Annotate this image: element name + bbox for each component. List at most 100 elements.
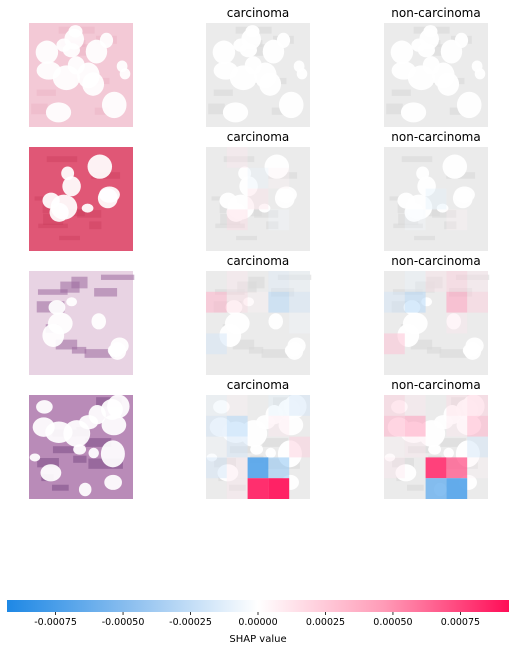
tissue-streak — [248, 346, 264, 354]
shap-cell — [425, 271, 447, 292]
shap-cell — [446, 415, 468, 437]
fat-cell — [274, 188, 295, 209]
shap-cell — [289, 271, 310, 292]
colorbar-tick-label: 0.00000 — [238, 617, 277, 628]
fat-cell — [276, 32, 291, 48]
fat-cell — [390, 40, 414, 64]
fat-cell — [209, 417, 232, 437]
shap-cell — [206, 415, 227, 437]
tissue-streak — [214, 458, 236, 468]
fat-cell — [78, 482, 92, 497]
fat-cell — [245, 25, 260, 38]
shap-cell — [268, 291, 290, 313]
fat-cell — [61, 166, 75, 181]
fat-cell — [259, 72, 282, 96]
tissue-streak — [391, 89, 411, 96]
tissue-streak — [55, 339, 78, 350]
tissue-streak — [386, 103, 403, 115]
fat-cell — [400, 102, 427, 123]
fat-cell — [465, 337, 484, 355]
fat-cell — [287, 337, 306, 355]
shap-cell — [446, 312, 468, 334]
fat-cell — [238, 166, 252, 181]
tissue-streak — [444, 221, 457, 230]
shap-cell — [247, 188, 269, 210]
shap-cell — [404, 209, 426, 231]
fat-cell — [119, 68, 131, 80]
fat-cell — [278, 91, 304, 119]
tissue-streak — [84, 349, 115, 358]
tissue-streak — [252, 44, 267, 56]
shap-panel-carcinoma-3 — [206, 271, 312, 375]
shap-cell — [268, 395, 290, 416]
fat-cell — [405, 194, 433, 220]
fat-cell — [45, 102, 72, 123]
shap-cell — [247, 478, 269, 499]
shap-panel-non-carcinoma-2 — [384, 147, 488, 251]
panel-title-non-carcinoma: non-carcinoma — [391, 378, 480, 392]
panel-title-carcinoma: carcinoma — [227, 130, 290, 144]
tissue-streak — [266, 221, 279, 230]
shap-cell — [384, 457, 405, 479]
shap-cell — [384, 415, 405, 437]
tissue-streak — [237, 281, 257, 293]
panel-title-carcinoma: carcinoma — [227, 254, 290, 268]
fat-cell — [443, 447, 454, 459]
tissue-streak — [52, 446, 75, 454]
shap-cell — [226, 415, 248, 437]
shap-cell — [467, 271, 488, 292]
tissue-streak — [71, 346, 87, 354]
shap-cell — [446, 291, 468, 313]
fat-cell — [73, 444, 87, 455]
shap-cell — [289, 312, 310, 334]
shap-cell — [268, 478, 290, 499]
fat-cell — [442, 154, 468, 179]
shap-cell — [446, 395, 468, 416]
tissue-streak — [262, 438, 289, 447]
shap-panel-carcinoma-2 — [206, 147, 310, 251]
fat-cell — [417, 176, 436, 197]
fat-cell — [384, 453, 396, 462]
shap-cell — [206, 291, 227, 313]
shap-cell — [404, 291, 426, 313]
tissue-streak — [414, 235, 435, 241]
shap-cell — [425, 478, 447, 499]
fat-cell — [101, 91, 127, 119]
shap-cell — [226, 395, 248, 416]
fat-cell — [42, 323, 65, 348]
tissue-streak — [271, 107, 286, 115]
shap-cell — [404, 436, 426, 458]
fat-cell — [101, 414, 127, 436]
fat-cell — [265, 447, 276, 459]
fat-cell — [212, 40, 236, 64]
fat-cell — [391, 61, 416, 80]
fat-cell — [437, 72, 460, 96]
fat-cell — [225, 300, 243, 315]
shap-cell — [289, 395, 310, 416]
tissue-streak — [415, 281, 435, 293]
fat-cell — [454, 32, 469, 48]
tissue-streak — [422, 208, 440, 217]
fat-cell — [36, 61, 61, 80]
shap-cell — [289, 291, 310, 313]
tissue-streak — [67, 208, 85, 217]
shap-cell — [206, 333, 227, 355]
fat-cell — [100, 440, 125, 468]
tissue-streak — [392, 458, 414, 468]
tissue-streak — [407, 484, 424, 491]
fat-cell — [48, 300, 66, 315]
panel-title-carcinoma: carcinoma — [227, 378, 290, 392]
shap-cell — [404, 271, 426, 292]
shap-cell — [446, 209, 468, 231]
shap-cell — [268, 209, 290, 231]
shap-cell — [384, 291, 405, 313]
tissue-streak — [393, 223, 423, 229]
shap-cell — [206, 395, 227, 416]
fat-cell — [32, 417, 55, 437]
tissue-streak — [244, 208, 262, 217]
shap-cell — [425, 188, 447, 210]
colorbar-tick-label: 0.00025 — [306, 617, 345, 628]
colorbar-tick-label: -0.00050 — [102, 617, 145, 628]
tissue-streak — [36, 89, 56, 96]
tissue-streak — [440, 438, 467, 447]
